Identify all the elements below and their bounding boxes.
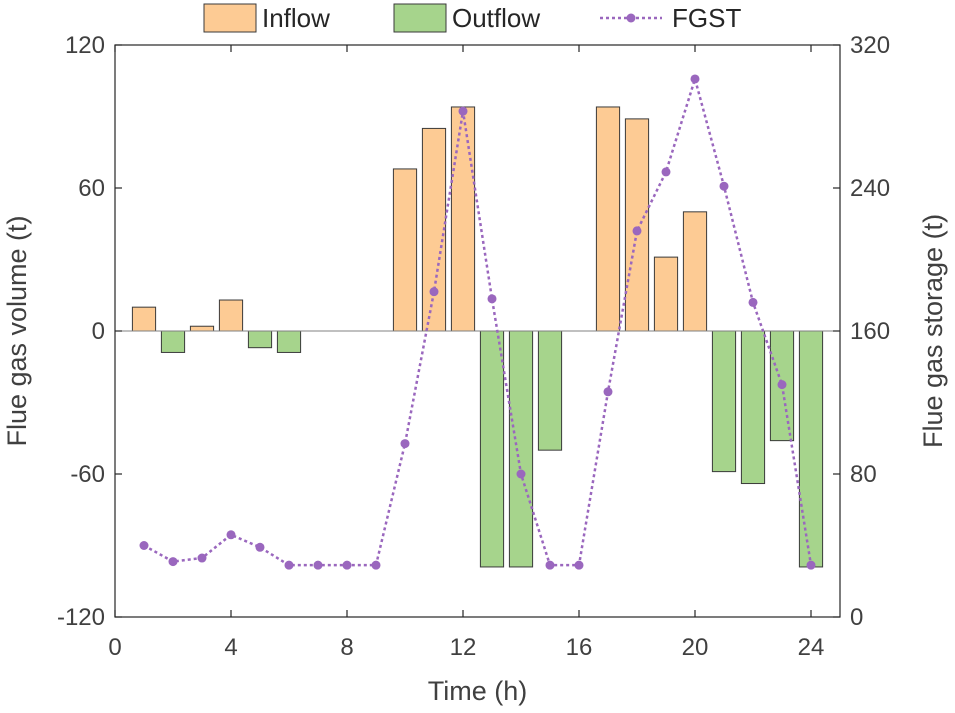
fgst-point [748,297,758,307]
inflow-bar [392,168,418,332]
x-axis-title: Time (h) [428,676,528,706]
y2-tick-label: 0 [850,604,863,631]
outflow-legend-label: Outflow [452,3,540,33]
fgst-point [255,542,265,552]
x-tick-label: 16 [566,634,593,661]
inflow-legend-swatch [203,3,257,33]
fgst-point [806,560,816,570]
x-tick-label: 8 [340,634,353,661]
fgst-line-layer [139,74,816,570]
outflow-bar [247,330,273,349]
x-tick-label: 0 [108,634,121,661]
outflow-legend-swatch [393,3,447,33]
inflow-bar [624,118,650,332]
y-tick-label: 60 [78,175,105,202]
fgst-point [371,560,381,570]
fgst-legend-marker [626,13,636,23]
fgst-point [168,557,178,567]
bars-layer [131,106,824,568]
y2-tick-label: 160 [850,318,890,345]
fgst-point [690,74,700,84]
outflow-bar [740,330,766,485]
fgst-point [545,560,555,570]
x-tick-label: 12 [450,634,477,661]
fgst-point [777,380,787,390]
fgst-point [284,560,294,570]
y-axis-left-title: Flue gas volume (t) [2,215,32,446]
inflow-bar [595,106,621,332]
y2-tick-label: 80 [850,461,877,488]
fgst-point [313,560,323,570]
inflow-bar [421,127,447,332]
x-tick-label: 24 [798,634,825,661]
y-axis-right-title: Flue gas storage (t) [918,214,948,448]
fgst-point [516,469,526,479]
y2-tick-label: 320 [850,32,890,59]
fgst-point [661,167,671,177]
x-tick-label: 20 [682,634,709,661]
fgst-point [603,387,613,397]
y-tick-label: -60 [70,461,105,488]
fgst-point [719,181,729,191]
y2-tick-label: 240 [850,175,890,202]
fgst-point [226,530,236,540]
fgst-point [429,287,439,297]
fgst-line [143,74,813,567]
inflow-bar [653,256,679,332]
fgst-point [342,560,352,570]
outflow-bar [537,330,563,451]
outflow-bar [276,330,302,353]
fgst-point [487,294,497,304]
outflow-bar [160,330,186,353]
legend: Inflow Outflow FGST [203,3,741,33]
fgst-point [632,226,642,236]
fgst-point [574,560,584,570]
y-tick-label: -120 [57,604,105,631]
outflow-bar [508,330,534,568]
x-tick-label: 4 [224,634,237,661]
axes-layer: 0 4 8 12 16 20 24 -120 -60 0 60 120 0 80 160 240 320 [57,32,890,661]
inflow-bar [218,299,244,332]
inflow-bar [189,325,215,332]
fgst-point [400,439,410,449]
inflow-bar [682,211,708,332]
inflow-bar [131,306,157,332]
inflow-bar [450,106,476,332]
fgst-point [197,553,207,563]
y-tick-label: 120 [65,32,105,59]
outflow-bar [711,330,737,473]
outflow-bar [798,330,824,568]
y-tick-label: 0 [92,318,105,345]
fgst-point [458,106,468,116]
inflow-legend-label: Inflow [262,3,330,33]
fgst-legend-label: FGST [672,3,741,33]
outflow-bar [479,330,505,568]
fgst-point [139,541,149,550]
